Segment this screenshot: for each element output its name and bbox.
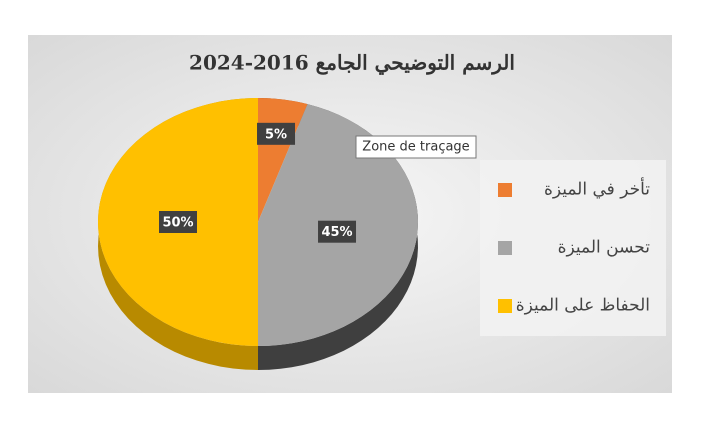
legend-label: تأخر في الميزة (544, 177, 650, 200)
data-label-box (257, 122, 296, 145)
legend-label: تحسن الميزة (558, 238, 651, 258)
tooltip-box (355, 135, 477, 159)
legend-swatch (498, 241, 512, 255)
data-label: 5% (265, 127, 287, 142)
data-label: 45% (321, 225, 352, 240)
data-label: 50% (162, 216, 193, 231)
tooltip-text: Zone de traçage (362, 140, 469, 155)
chart-title: الرسم التوضيحي الجامع 2016-2024 (189, 51, 515, 76)
data-label-box (159, 211, 197, 233)
tooltip: Zone de traçage (355, 135, 477, 159)
legend-swatch (498, 299, 512, 313)
legend-swatch (498, 183, 512, 197)
data-label-box (318, 220, 357, 243)
legend-label: الحفاظ على الميزة (516, 296, 650, 316)
